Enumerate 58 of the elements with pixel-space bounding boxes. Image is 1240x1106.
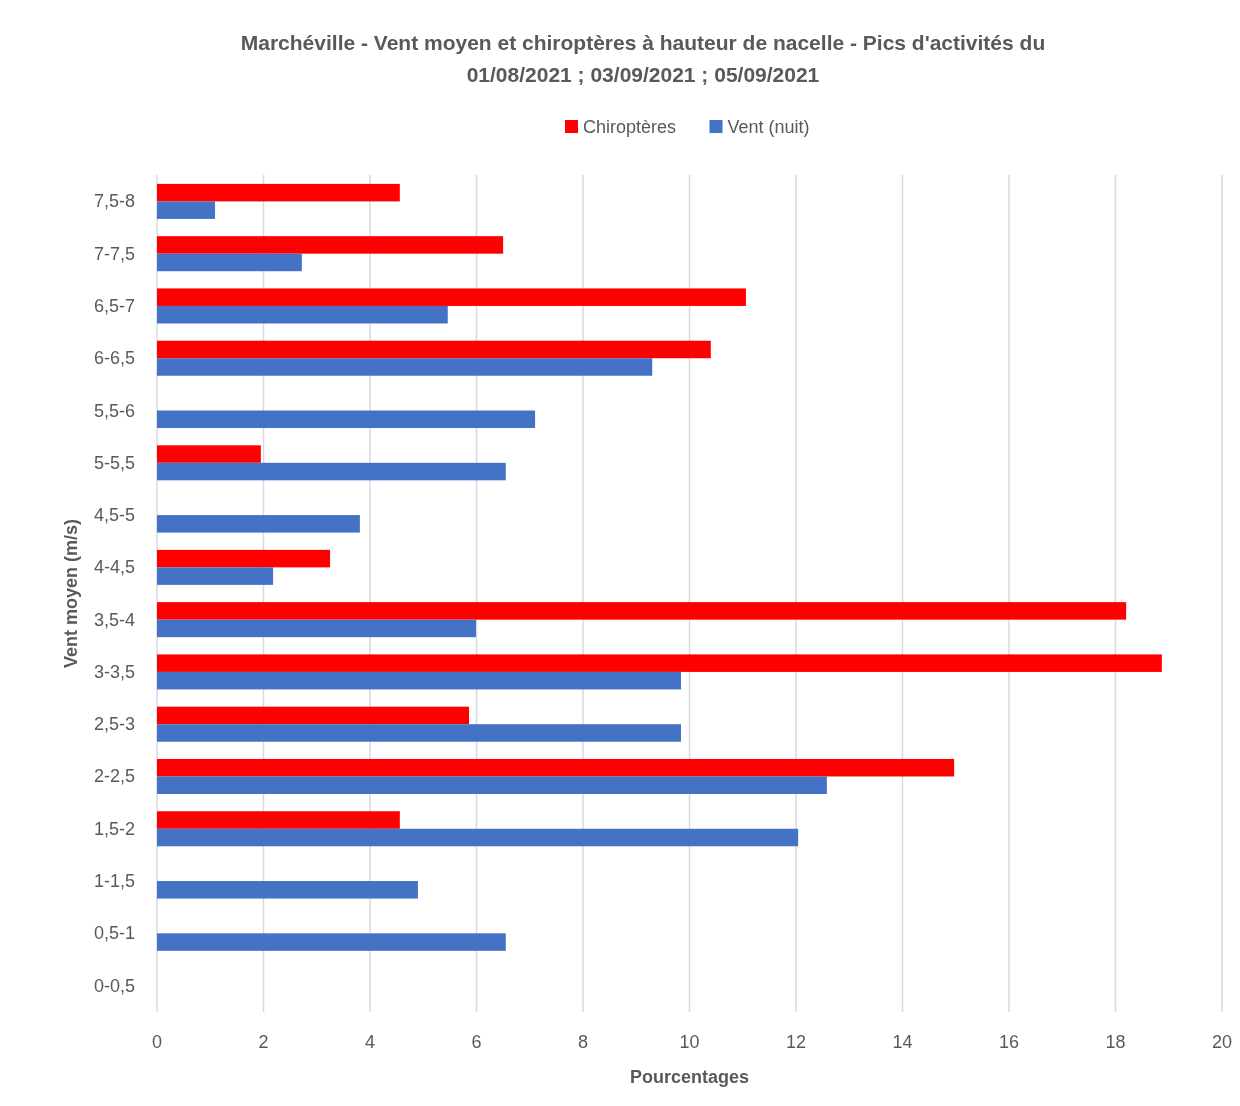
- y-tick-label: 4,5-5: [93, 505, 135, 526]
- bar: [157, 758, 955, 777]
- x-tick-label: 14: [892, 1032, 913, 1052]
- y-tick-label: 0,5-1: [93, 923, 135, 944]
- y-tick-label: 5,5-6: [93, 400, 135, 421]
- bar: [157, 549, 331, 568]
- bar: [157, 201, 216, 219]
- y-tick-label: 7,5-8: [93, 191, 135, 212]
- y-tick-label: 3-3,5: [93, 661, 135, 682]
- legend-label: Vent (nuit): [727, 117, 810, 137]
- bar: [157, 811, 400, 829]
- y-axis-title: Vent moyen (m/s): [61, 518, 81, 669]
- bar: [157, 340, 711, 359]
- bar: [157, 445, 261, 463]
- bar: [157, 462, 506, 481]
- bar: [157, 933, 506, 951]
- y-tick-label: 2-2,5: [93, 766, 135, 787]
- x-tick-label: 16: [998, 1032, 1020, 1052]
- bar: [157, 183, 400, 202]
- y-tick-label: 1,5-2: [93, 818, 135, 839]
- x-tick-label: 4: [364, 1032, 376, 1052]
- bar: [157, 358, 653, 376]
- x-tick-label: 6: [471, 1032, 482, 1052]
- y-tick-label: 0-0,5: [93, 975, 135, 996]
- x-tick-label: 20: [1211, 1032, 1233, 1052]
- x-tick-label: 10: [679, 1032, 700, 1052]
- y-tick-label: 5-5,5: [93, 452, 135, 473]
- bar: [157, 706, 470, 725]
- x-tick-label: 0: [151, 1032, 163, 1052]
- x-tick-label: 8: [577, 1032, 589, 1052]
- bar: [157, 654, 1162, 672]
- chart-title: Marchéville - Vent moyen et chiroptères à hauteur de nacelle - Pics d'activités du 01/08/2021 ; 03/09/2021 ; 05/09/2021: [240, 31, 1046, 86]
- y-tick-label: 7-7,5: [93, 243, 135, 264]
- x-tick-label: 18: [1105, 1032, 1126, 1052]
- bar: [157, 567, 274, 585]
- legend-label: Chiroptères: [583, 117, 677, 137]
- x-axis-title: Pourcentages: [629, 1067, 750, 1087]
- y-tick-label: 6-6,5: [93, 348, 135, 369]
- bar: [157, 288, 746, 306]
- y-tick-label: 6,5-7: [93, 295, 135, 316]
- y-tick-label: 4-4,5: [93, 557, 135, 578]
- bar: [157, 515, 360, 533]
- bar: [157, 671, 681, 690]
- bar: [157, 410, 536, 429]
- bar: [157, 602, 1127, 620]
- bar: [157, 724, 681, 742]
- y-tick-label: 2,5-3: [93, 714, 135, 735]
- bar: [157, 305, 448, 324]
- x-tick-label: 12: [785, 1032, 807, 1052]
- bar: [157, 236, 504, 254]
- bar: [157, 619, 476, 638]
- x-tick-label: 2: [258, 1032, 269, 1052]
- bar: [157, 828, 799, 847]
- bar: [157, 776, 827, 794]
- bar: [157, 881, 418, 899]
- y-tick-label: 3,5-4: [93, 609, 135, 630]
- y-tick-label: 1-1,5: [93, 871, 135, 892]
- bar: [157, 253, 302, 272]
